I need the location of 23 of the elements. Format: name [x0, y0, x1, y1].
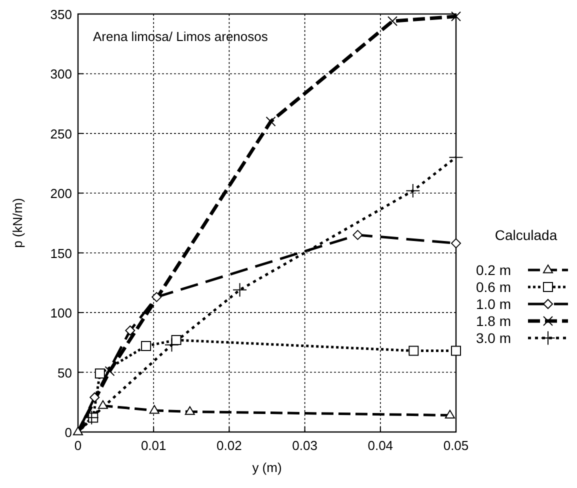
- x-tick-label: 0.04: [368, 438, 394, 453]
- y-tick-label: 150: [50, 246, 72, 261]
- x-tick-label: 0.03: [292, 438, 318, 453]
- legend-label: 1.0 m: [476, 296, 511, 312]
- x-tick-label: 0: [74, 438, 82, 453]
- y-tick-label: 200: [50, 186, 72, 202]
- x-tick-label: 0.05: [443, 438, 469, 453]
- legend-label: 1.8 m: [476, 313, 511, 329]
- y-tick-label: 50: [58, 365, 72, 380]
- y-tick-label: 0: [64, 425, 72, 440]
- annotation: Arena limosa/ Limos arenosos: [93, 29, 268, 44]
- legend-label: 3.0 m: [476, 330, 511, 346]
- y-tick-label: 250: [50, 126, 72, 142]
- legend-title: Calculada: [494, 227, 558, 243]
- y-tick-label: 300: [50, 66, 72, 82]
- x-tick-label: 0.02: [216, 438, 242, 453]
- y-tick-label: 100: [50, 306, 72, 321]
- legend-label: 0.6 m: [476, 279, 511, 295]
- legend-label: 0.2 m: [476, 262, 511, 278]
- x-tick-label: 0.01: [140, 438, 166, 453]
- y-tick-label: 350: [50, 7, 72, 22]
- x-axis-title: y (m): [252, 460, 282, 475]
- y-axis-title: p (kN/m): [10, 198, 25, 248]
